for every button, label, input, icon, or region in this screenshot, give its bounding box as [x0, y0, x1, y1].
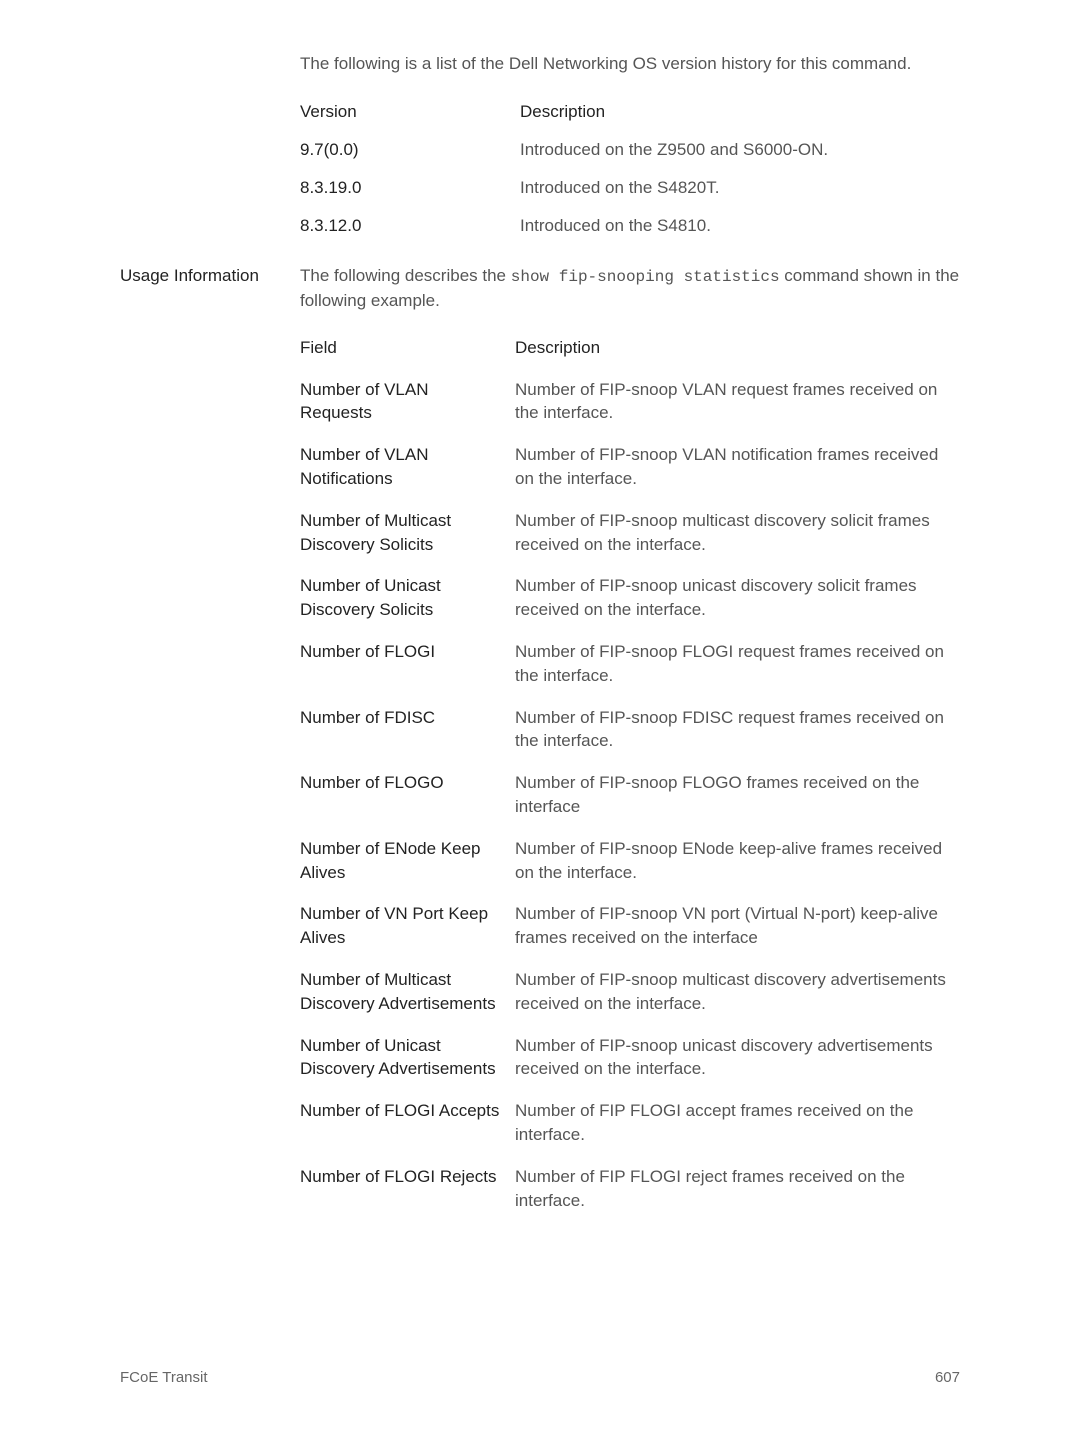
field-right: Number of FIP-snoop FDISC request frames… [515, 706, 960, 754]
version-cell-left: 8.3.12.0 [300, 216, 520, 236]
field-left: Number of FDISC [300, 706, 515, 754]
field-right: Number of FIP-snoop VN port (Virtual N-p… [515, 902, 960, 950]
field-right: Number of FIP-snoop multicast discovery … [515, 968, 960, 1016]
usage-intro: The following describes the show fip-sno… [300, 264, 960, 314]
field-row: Number of FDISC Number of FIP-snoop FDIS… [300, 706, 960, 754]
field-header-row: Field Description [300, 336, 960, 360]
field-right: Number of FIP-snoop unicast discovery ad… [515, 1034, 960, 1082]
usage-intro-pre: The following describes the [300, 266, 511, 285]
field-right: Number of FIP-snoop VLAN notification fr… [515, 443, 960, 491]
usage-intro-code: show fip-snooping statistics [511, 268, 780, 286]
field-left: Number of Multicast Discovery Advertisem… [300, 968, 515, 1016]
field-row: Number of Multicast Discovery Advertisem… [300, 968, 960, 1016]
field-left: Number of VLAN Notifications [300, 443, 515, 491]
version-cell-left: 9.7(0.0) [300, 140, 520, 160]
field-left: Number of FLOGO [300, 771, 515, 819]
usage-body: The following describes the show fip-sno… [300, 264, 960, 1230]
version-header-left: Version [300, 102, 520, 122]
field-row: Number of VLAN Notifications Number of F… [300, 443, 960, 491]
field-right: Number of FIP-snoop FLOGO frames receive… [515, 771, 960, 819]
field-right: Number of FIP-snoop ENode keep-alive fra… [515, 837, 960, 885]
field-left: Number of Unicast Discovery Advertisemen… [300, 1034, 515, 1082]
usage-label: Usage Information [120, 264, 300, 1230]
field-row: Number of FLOGI Accepts Number of FIP FL… [300, 1099, 960, 1147]
field-right: Number of FIP-snoop unicast discovery so… [515, 574, 960, 622]
field-right: Number of FIP-snoop FLOGI request frames… [515, 640, 960, 688]
version-cell-right: Introduced on the S4810. [520, 216, 960, 236]
field-right: Number of FIP FLOGI reject frames receiv… [515, 1165, 960, 1213]
field-left: Number of Multicast Discovery Solicits [300, 509, 515, 557]
field-right: Number of FIP-snoop multicast discovery … [515, 509, 960, 557]
page-footer: FCoE Transit 607 [120, 1369, 960, 1386]
field-row: Number of VN Port Keep Alives Number of … [300, 902, 960, 950]
field-left: Number of VN Port Keep Alives [300, 902, 515, 950]
footer-page-number: 607 [935, 1369, 960, 1386]
field-row: Number of VLAN Requests Number of FIP-sn… [300, 378, 960, 426]
field-left: Number of FLOGI Accepts [300, 1099, 515, 1147]
field-right: Number of FIP FLOGI accept frames receiv… [515, 1099, 960, 1147]
version-row: 8.3.19.0 Introduced on the S4820T. [300, 178, 960, 198]
field-header-right: Description [515, 336, 960, 360]
version-cell-right: Introduced on the Z9500 and S6000-ON. [520, 140, 960, 160]
field-row: Number of FLOGI Rejects Number of FIP FL… [300, 1165, 960, 1213]
field-row: Number of Unicast Discovery Advertisemen… [300, 1034, 960, 1082]
field-row: Number of FLOGO Number of FIP-snoop FLOG… [300, 771, 960, 819]
field-row: Number of FLOGI Number of FIP-snoop FLOG… [300, 640, 960, 688]
field-left: Number of FLOGI [300, 640, 515, 688]
field-row: Number of Unicast Discovery Solicits Num… [300, 574, 960, 622]
intro-text: The following is a list of the Dell Netw… [300, 54, 960, 74]
field-right: Number of FIP-snoop VLAN request frames … [515, 378, 960, 426]
document-page: The following is a list of the Dell Netw… [0, 0, 1080, 1434]
version-row: 8.3.12.0 Introduced on the S4810. [300, 216, 960, 236]
field-header-left: Field [300, 336, 515, 360]
version-row: 9.7(0.0) Introduced on the Z9500 and S60… [300, 140, 960, 160]
version-header-right: Description [520, 102, 960, 122]
version-cell-right: Introduced on the S4820T. [520, 178, 960, 198]
version-table: Version Description 9.7(0.0) Introduced … [300, 102, 960, 236]
field-row: Number of Multicast Discovery Solicits N… [300, 509, 960, 557]
field-left: Number of ENode Keep Alives [300, 837, 515, 885]
usage-section: Usage Information The following describe… [120, 264, 960, 1230]
version-cell-left: 8.3.19.0 [300, 178, 520, 198]
version-header-row: Version Description [300, 102, 960, 122]
field-left: Number of VLAN Requests [300, 378, 515, 426]
field-left: Number of FLOGI Rejects [300, 1165, 515, 1213]
field-row: Number of ENode Keep Alives Number of FI… [300, 837, 960, 885]
footer-left: FCoE Transit [120, 1369, 208, 1386]
field-left: Number of Unicast Discovery Solicits [300, 574, 515, 622]
top-content: The following is a list of the Dell Netw… [300, 54, 960, 236]
